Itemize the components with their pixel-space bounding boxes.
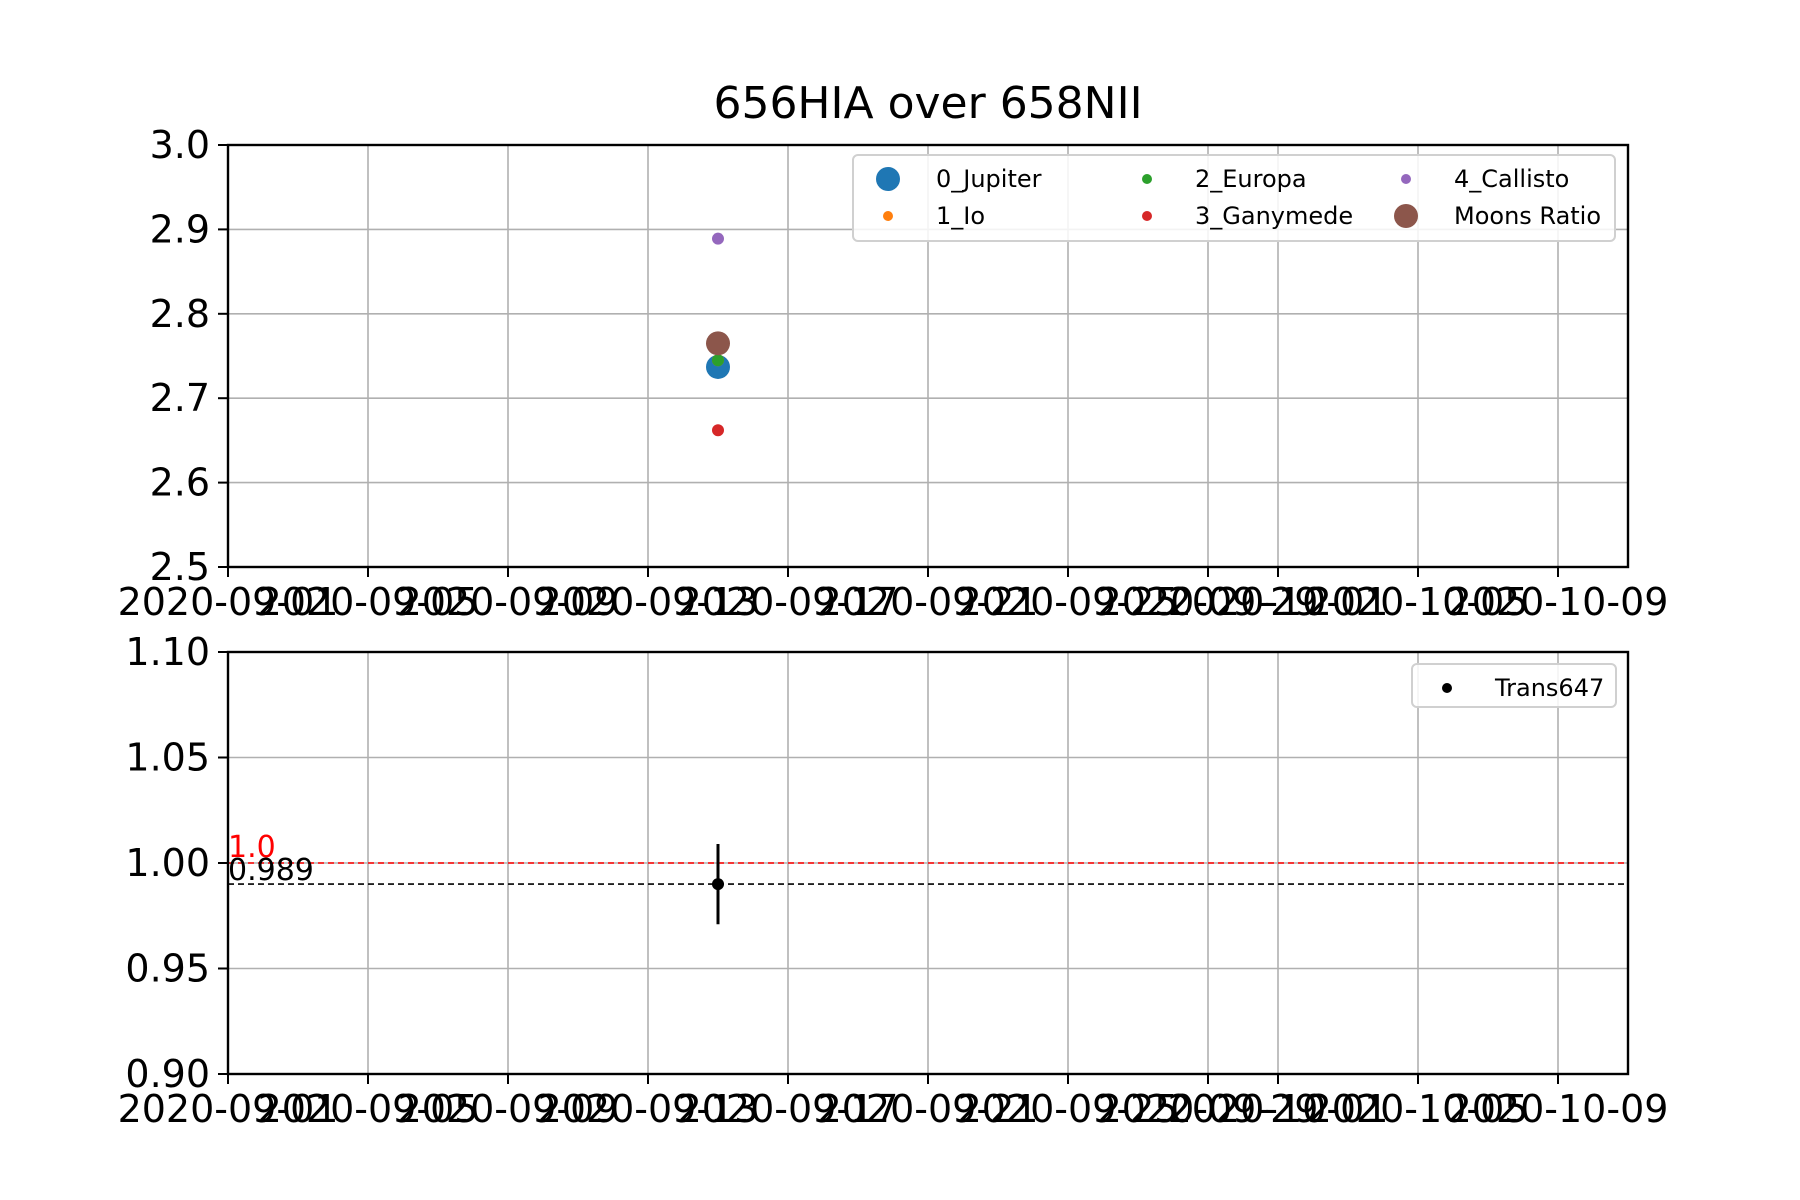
y-tick-label-0-3: 2.8 xyxy=(150,292,210,336)
reference-line-label-1-1: 0.989 xyxy=(228,853,314,888)
y-tick-label-0-5: 3.0 xyxy=(150,123,210,167)
data-point-0-3-0 xyxy=(712,424,724,437)
legend-marker-0-1 xyxy=(883,211,893,221)
legend-label-1-0: Trans647 xyxy=(1494,674,1604,702)
y-tick-label-1-2: 1.00 xyxy=(125,841,210,885)
legend-marker-0-0 xyxy=(876,167,900,191)
x-tick-label-1-6: 2020-09-25 xyxy=(958,1087,1179,1131)
x-tick-label-0-5: 2020-09-21 xyxy=(818,580,1039,624)
x-tick-label-0-8: 2020-10-01 xyxy=(1168,580,1389,624)
x-tick-label-1-7: 2020-09-29 xyxy=(1098,1087,1319,1131)
legend-label-0-5: Moons Ratio xyxy=(1454,202,1601,230)
x-tick-label-0-6: 2020-09-25 xyxy=(958,580,1179,624)
legend-label-0-2: 2_Europa xyxy=(1195,165,1307,193)
x-tick-label-1-1: 2020-09-05 xyxy=(258,1087,479,1131)
y-tick-label-1-1: 0.95 xyxy=(125,947,210,991)
legend-marker-0-3 xyxy=(1142,211,1152,221)
x-tick-label-1-3: 2020-09-13 xyxy=(538,1087,759,1131)
x-tick-label-0-4: 2020-09-17 xyxy=(678,580,899,624)
y-tick-label-1-4: 1.10 xyxy=(125,630,210,674)
legend-label-0-1: 1_Io xyxy=(936,202,985,230)
y-tick-label-0-4: 2.9 xyxy=(150,207,210,251)
x-tick-label-0-7: 2020-09-29 xyxy=(1098,580,1319,624)
y-tick-label-1-0: 0.90 xyxy=(125,1052,210,1096)
x-tick-label-1-10: 2020-10-09 xyxy=(1448,1087,1669,1131)
y-tick-label-0-1: 2.6 xyxy=(150,461,210,505)
y-tick-label-0-0: 2.5 xyxy=(150,545,210,589)
legend-marker-0-5 xyxy=(1394,204,1418,228)
x-tick-label-0-2: 2020-09-09 xyxy=(398,580,619,624)
x-tick-label-1-0: 2020-09-01 xyxy=(118,1087,339,1131)
x-tick-label-1-4: 2020-09-17 xyxy=(678,1087,899,1131)
legend-marker-0-4 xyxy=(1401,174,1411,184)
legend-marker-1-0 xyxy=(1442,683,1452,693)
x-tick-label-1-5: 2020-09-21 xyxy=(818,1087,1039,1131)
legend-box-1 xyxy=(1411,663,1617,708)
x-tick-label-1-8: 2020-10-01 xyxy=(1168,1087,1389,1131)
data-point-0-2-0 xyxy=(712,354,724,367)
reference-line-label-1-0: 1.0 xyxy=(228,830,276,865)
legend-marker-0-2 xyxy=(1142,174,1152,184)
x-tick-label-1-2: 2020-09-09 xyxy=(398,1087,619,1131)
data-point-0-4-0 xyxy=(712,232,724,245)
y-tick-label-1-3: 1.05 xyxy=(125,736,210,780)
x-tick-label-0-9: 2020-10-05 xyxy=(1308,580,1529,624)
legend-label-0-0: 0_Jupiter xyxy=(936,165,1042,193)
x-tick-label-1-9: 2020-10-05 xyxy=(1308,1087,1529,1131)
x-tick-label-0-3: 2020-09-13 xyxy=(538,580,759,624)
x-tick-label-0-10: 2020-10-09 xyxy=(1448,580,1669,624)
data-point-0-0-0 xyxy=(706,354,730,379)
data-point-1-0-0 xyxy=(712,878,724,891)
legend-box-0 xyxy=(852,154,1616,242)
chart-title-0: 656HIA over 658NII xyxy=(713,78,1142,129)
x-tick-label-0-0: 2020-09-01 xyxy=(118,580,339,624)
legend-label-0-3: 3_Ganymede xyxy=(1195,202,1353,230)
y-tick-label-0-2: 2.7 xyxy=(150,376,210,420)
x-tick-label-0-1: 2020-09-05 xyxy=(258,580,479,624)
legend-label-0-4: 4_Callisto xyxy=(1454,165,1569,193)
data-point-0-5-0 xyxy=(706,331,730,356)
